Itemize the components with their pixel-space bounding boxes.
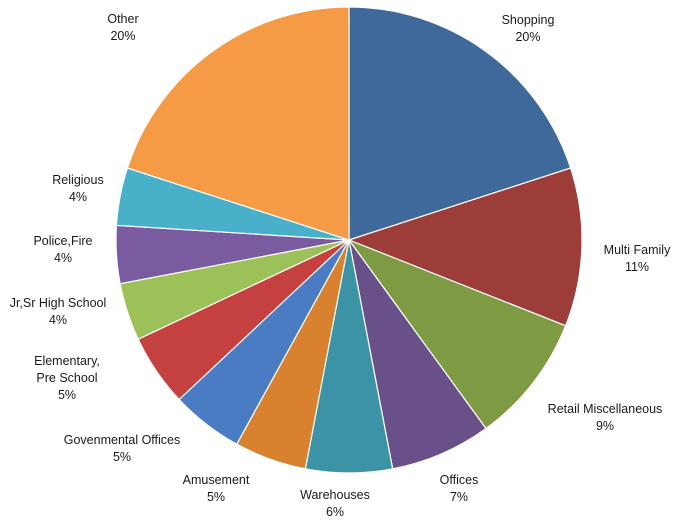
slice-category: Multi Family: [604, 243, 671, 257]
slice-label-govenmental-offices: Govenmental Offices 5%: [64, 433, 181, 464]
slice-percent: 7%: [450, 490, 468, 504]
pie-slice-other: [126, 6, 350, 241]
slice-category: Offices: [440, 473, 479, 487]
slice-percent: 4%: [49, 313, 67, 327]
slice-percent: 5%: [58, 388, 76, 402]
slice-percent: 4%: [54, 251, 72, 265]
slice-category: Police,Fire: [33, 234, 92, 248]
slice-category: Religious: [52, 173, 103, 187]
slice-label-retail-miscellaneous: Retail Miscellaneous 9%: [548, 402, 663, 433]
slice-percent: 4%: [69, 190, 87, 204]
slice-percent: 20%: [110, 29, 135, 43]
slice-category: Jr,Sr High School: [10, 296, 107, 310]
slice-percent: 6%: [326, 505, 344, 519]
slice-label-religious: Religious 4%: [52, 173, 103, 204]
slice-label-amusement: Amusement 5%: [183, 473, 250, 504]
slice-category: Govenmental Offices: [64, 433, 181, 447]
pie-slice-shopping: [348, 6, 572, 241]
slice-label-other: Other 20%: [107, 12, 138, 43]
slice-percent: 20%: [515, 30, 540, 44]
pie-slice-retail-miscellaneous: [347, 238, 567, 430]
slice-label-offices: Offices 7%: [440, 473, 479, 504]
slice-label-multi-family: Multi Family 11%: [604, 243, 671, 274]
pie-slice-offices: [348, 239, 487, 470]
slice-category: Pre School: [36, 371, 97, 385]
slice-category: Elementary,: [34, 354, 100, 368]
slice-percent: 5%: [113, 450, 131, 464]
slice-category: Other: [107, 12, 138, 26]
slice-category: Retail Miscellaneous: [548, 402, 663, 416]
slice-category: Warehouses: [300, 488, 370, 502]
slice-label-elementary-pre-school: Elementary, Pre School 5%: [34, 354, 100, 402]
slices-layer: [115, 6, 583, 474]
slice-percent: 5%: [207, 490, 225, 504]
slice-percent: 11%: [625, 260, 649, 274]
slice-label-police-fire: Police,Fire 4%: [33, 234, 92, 265]
slice-label-warehouses: Warehouses 6%: [300, 488, 370, 519]
slice-label-shopping: Shopping 20%: [502, 13, 555, 44]
slice-percent: 9%: [596, 419, 614, 433]
labels-layer: Shopping 20% Multi Family 11% Retail Miscell…: [10, 12, 671, 519]
pie-slice-multi-family: [347, 167, 583, 327]
slice-category: Amusement: [183, 473, 250, 487]
slice-category: Shopping: [502, 13, 555, 27]
slice-label-jr-sr-high-school: Jr,Sr High School 4%: [10, 296, 107, 327]
